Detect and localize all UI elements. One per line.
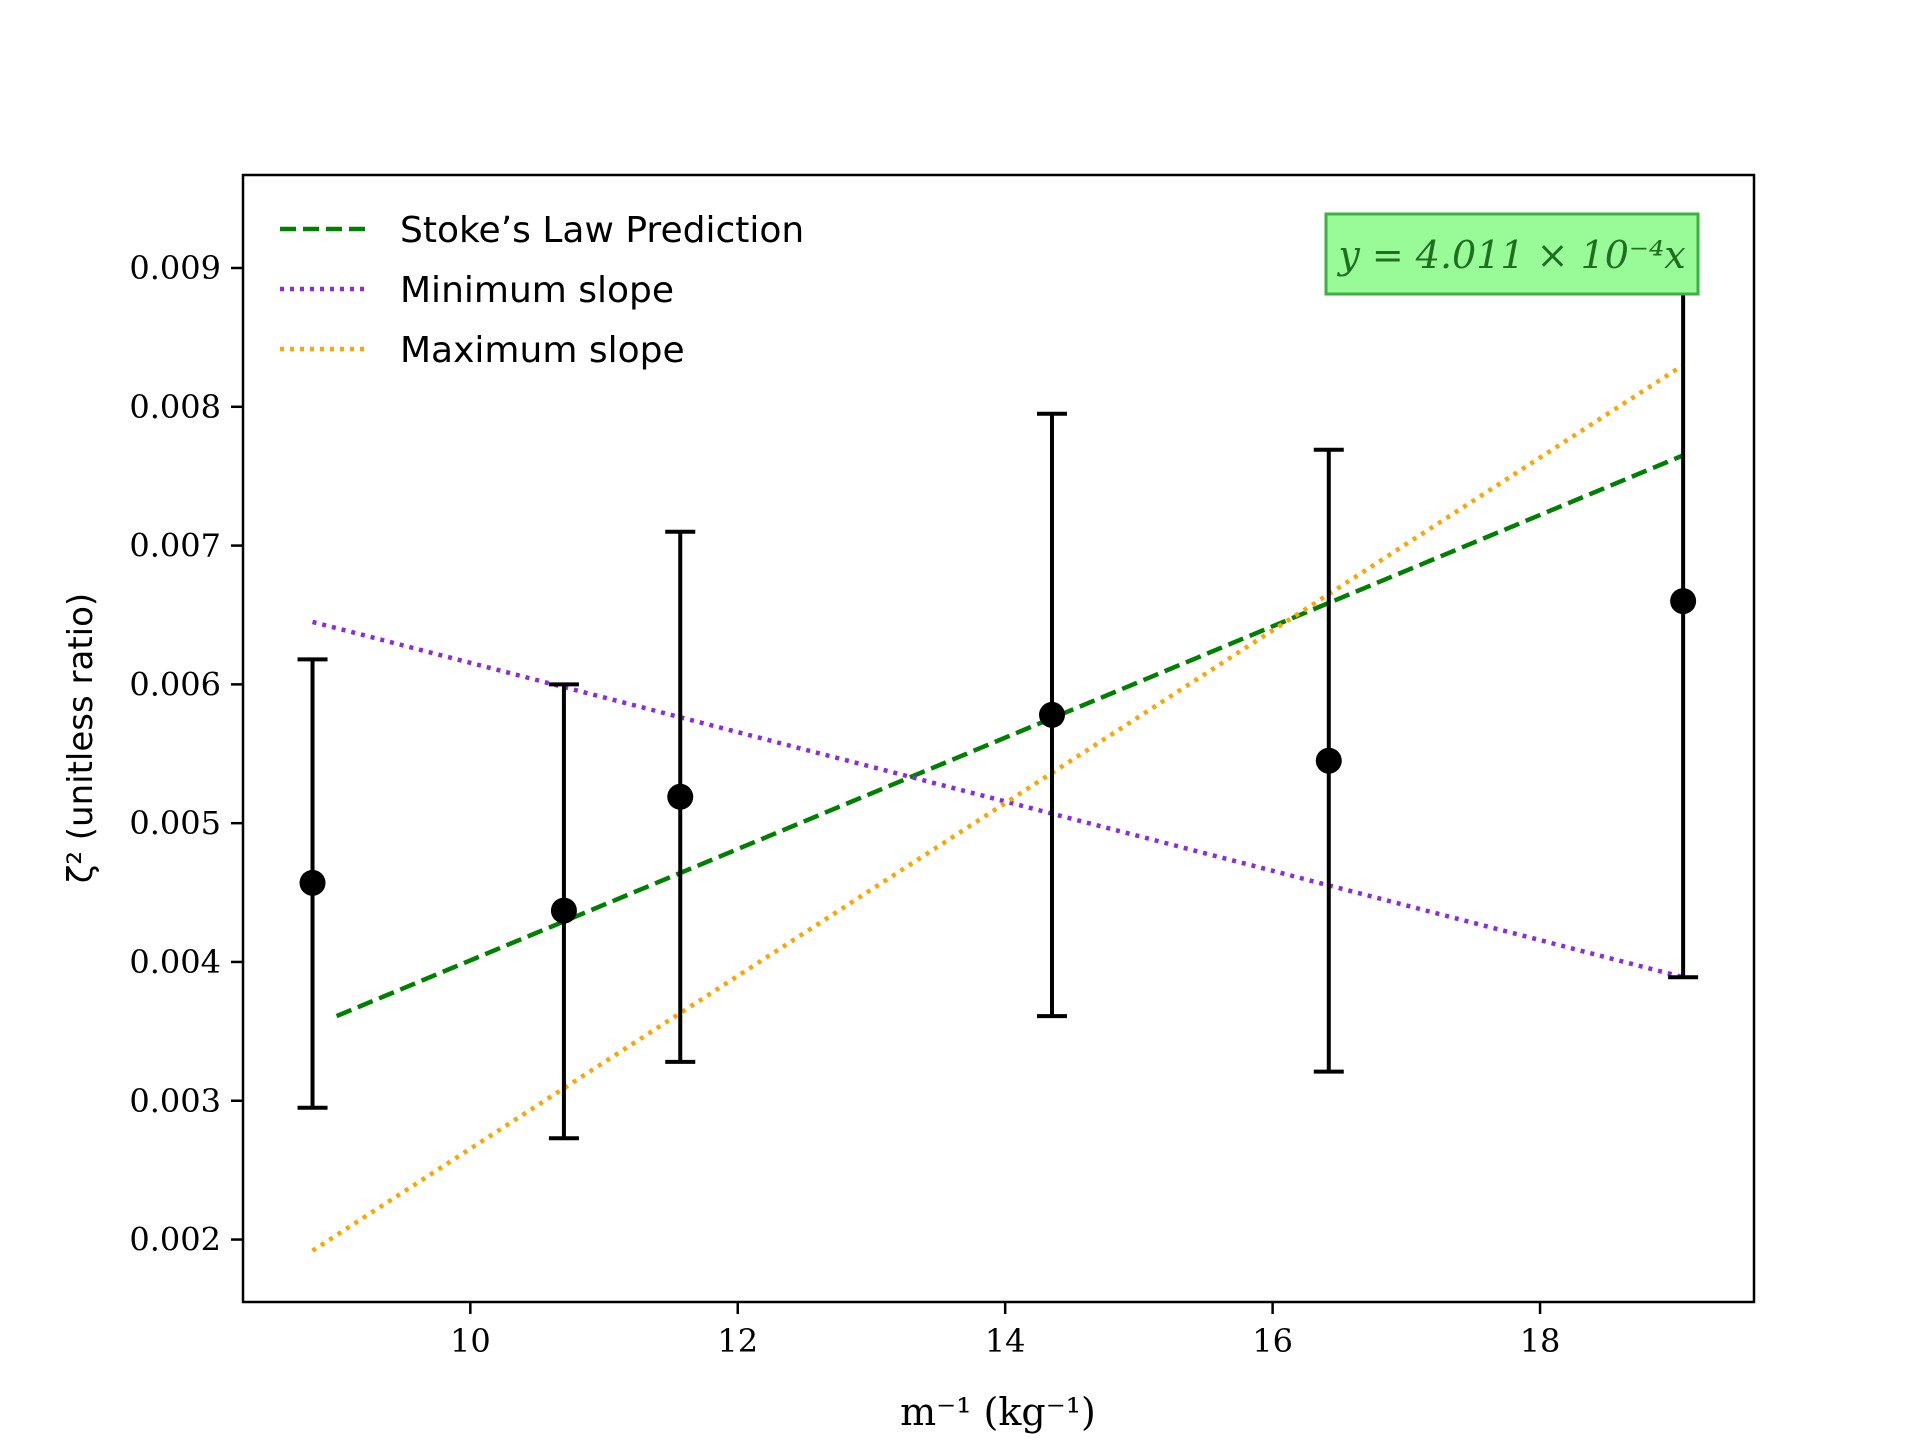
data-points <box>297 224 1699 1141</box>
y-axis-ticks: 0.002 0.003 0.004 0.005 0.006 0.007 0.008 0.009 <box>129 249 243 1259</box>
y-axis-label: ζ² (unitless ratio) <box>61 593 101 883</box>
x-tick-label: 10 <box>450 1322 491 1360</box>
legend: Stoke’s Law Prediction Minimum slope Max… <box>280 210 804 371</box>
x-tick-label: 18 <box>1520 1322 1561 1360</box>
legend-label-stokes: Stoke’s Law Prediction <box>400 210 804 251</box>
maximum-slope-line <box>311 363 1685 1253</box>
x-axis-ticks: 10 12 14 16 18 <box>450 1302 1560 1360</box>
x-tick-label: 14 <box>985 1322 1026 1360</box>
y-tick-label: 0.003 <box>129 1082 221 1120</box>
data-point <box>667 783 694 810</box>
data-point <box>1315 747 1342 774</box>
y-tick-label: 0.005 <box>129 804 221 842</box>
y-tick-label: 0.009 <box>129 249 221 287</box>
x-tick-label: 12 <box>717 1322 758 1360</box>
legend-label-maximum: Maximum slope <box>400 330 685 371</box>
y-tick-label: 0.002 <box>129 1221 221 1259</box>
data-point <box>299 869 326 896</box>
data-point <box>1038 701 1065 728</box>
annotation-box: y = 4.011 × 10⁻⁴x <box>1324 212 1700 296</box>
fit-lines <box>311 363 1685 1253</box>
y-tick-label: 0.006 <box>129 665 221 703</box>
y-tick-label: 0.008 <box>129 388 221 426</box>
plot-frame <box>241 173 1756 1304</box>
data-point <box>1670 588 1697 615</box>
minimum-slope-line <box>311 619 1684 980</box>
y-tick-label: 0.004 <box>129 943 221 981</box>
annotation-text: y = 4.011 × 10⁻⁴x <box>1336 233 1685 277</box>
data-point <box>550 897 577 924</box>
stokes-law-line <box>335 453 1684 1019</box>
x-tick-label: 16 <box>1252 1322 1293 1360</box>
legend-label-minimum: Minimum slope <box>400 270 674 311</box>
y-tick-label: 0.007 <box>129 527 221 565</box>
x-axis-label: m⁻¹ (kg⁻¹) <box>900 1390 1096 1434</box>
